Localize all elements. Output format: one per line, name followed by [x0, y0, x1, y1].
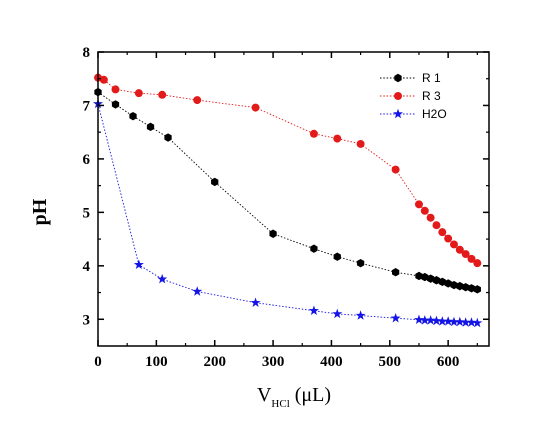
y-tick-label: 5 [83, 205, 91, 221]
data-point [391, 165, 400, 174]
data-point [443, 316, 454, 326]
data-point [472, 317, 483, 328]
data-point [425, 315, 436, 325]
data-point [250, 297, 261, 307]
x-axis-title-main: V [257, 384, 272, 406]
data-point [419, 315, 430, 325]
data-point [413, 314, 424, 325]
data-point [444, 279, 452, 288]
data-point [450, 280, 458, 290]
y-tick-label: 6 [83, 152, 91, 168]
legend-marker [394, 92, 402, 100]
data-point [111, 85, 120, 94]
data-point [111, 100, 120, 109]
x-axis-title-sub: HCl [271, 398, 289, 410]
data-point [192, 286, 203, 296]
data-point [420, 206, 429, 215]
y-tick-label: 7 [83, 98, 91, 114]
data-point [460, 317, 471, 327]
legend-item: R 3 [380, 89, 441, 103]
data-point [310, 244, 318, 253]
legend-label: R 1 [422, 71, 441, 85]
data-point [332, 308, 343, 319]
data-point [467, 284, 476, 293]
x-tick-label: 600 [437, 354, 460, 370]
data-point [158, 90, 167, 99]
x-tick-label: 500 [379, 354, 402, 370]
data-point [437, 316, 448, 326]
series-line [97, 103, 478, 324]
series-h2o [93, 98, 483, 328]
data-point [455, 245, 464, 254]
y-tick-label: 4 [83, 259, 91, 275]
legend-label: H2O [422, 107, 447, 121]
data-point [251, 103, 260, 112]
legend-item: R 1 [380, 71, 441, 85]
y-axis-title: pH [29, 198, 51, 225]
data-point [308, 305, 319, 315]
data-point [473, 285, 481, 294]
data-point [449, 240, 458, 249]
data-point [414, 200, 423, 209]
data-point [99, 75, 108, 84]
data-point [333, 252, 341, 261]
series-r-3 [94, 73, 482, 268]
data-point [421, 272, 429, 282]
data-point [309, 129, 318, 138]
data-point [356, 139, 365, 148]
data-point [456, 281, 464, 291]
y-tick-label: 3 [83, 312, 91, 328]
legend: R 1 R 3 H2O [380, 71, 447, 121]
data-point [355, 310, 366, 320]
x-tick-label: 200 [203, 354, 226, 370]
data-point [473, 259, 482, 268]
x-tick-label: 400 [320, 354, 343, 370]
x-tick-label: 300 [262, 354, 285, 370]
data-point [133, 259, 144, 269]
legend-item: H2O [380, 107, 447, 121]
data-point [427, 274, 435, 283]
data-point [454, 316, 465, 327]
data-point [193, 96, 202, 105]
x-tick-label: 100 [145, 354, 168, 370]
data-point [333, 134, 342, 143]
data-point [467, 254, 476, 263]
x-axis-title: VHCl (μL) [257, 384, 331, 410]
data-point [391, 268, 400, 277]
data-point [164, 133, 172, 142]
series-r-1 [94, 87, 481, 294]
data-point [461, 250, 470, 259]
legend-marker [393, 108, 403, 119]
data-point [438, 228, 447, 237]
data-point [211, 177, 219, 187]
data-point [462, 283, 470, 292]
data-point [146, 122, 155, 132]
plot-frame [97, 51, 490, 347]
data-point [426, 213, 435, 222]
series-line [97, 91, 478, 290]
data-point [129, 111, 137, 121]
data-point [390, 312, 401, 323]
x-tick-label: 0 [94, 354, 102, 370]
data-point [157, 273, 168, 284]
y-tick-label: 8 [83, 45, 91, 61]
legend-label: R 3 [422, 89, 441, 103]
data-point [432, 221, 441, 230]
data-point [466, 317, 477, 327]
data-point [431, 315, 442, 326]
data-point [444, 234, 453, 243]
legend-marker [394, 73, 402, 83]
x-axis-title-unit: (μL) [290, 384, 331, 406]
axes-layer: 0 100 200 300 400 500 600 3 4 5 6 7 8 [83, 45, 490, 370]
series-line [97, 77, 478, 264]
data-point [432, 276, 441, 285]
data-point [134, 89, 143, 98]
series-layer [93, 73, 483, 328]
data-point [448, 316, 459, 327]
data-point [415, 271, 423, 281]
data-point [269, 229, 277, 238]
data-point [356, 258, 365, 268]
data-point [438, 277, 446, 287]
